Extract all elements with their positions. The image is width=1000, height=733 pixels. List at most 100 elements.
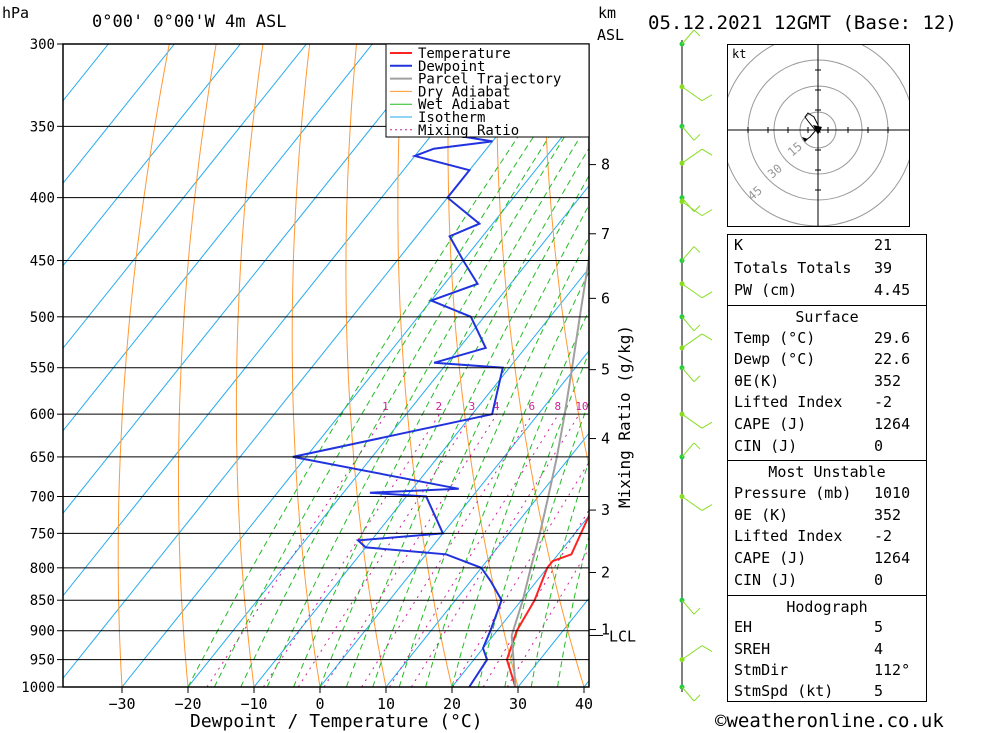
isotherm-line <box>63 44 571 680</box>
dry-adiabat-line <box>918 44 1000 687</box>
km-tick-label: 7 <box>601 225 610 243</box>
pressure-tick-label: 450 <box>30 254 55 270</box>
km-tick-label: 1 <box>601 621 610 639</box>
isotherm-line <box>385 432 589 687</box>
wind-barb-flag <box>693 694 701 702</box>
wind-barb-shaft <box>681 201 703 217</box>
mu-row-pressure: Pressure (mb) 1010 <box>734 484 911 502</box>
pressure-tick-label: 950 <box>30 653 55 669</box>
wind-barb-shaft <box>681 599 695 615</box>
wind-barb-flag <box>693 30 701 37</box>
wind-barb-flag <box>701 94 713 102</box>
hodo-ring-15: 15 <box>785 139 805 159</box>
pressure-tick-label: 500 <box>30 310 55 326</box>
pressure-tick-label: 700 <box>30 490 55 506</box>
surface-row-lifted-index: Lifted Index -2 <box>734 393 893 411</box>
isotherm-line <box>63 44 439 515</box>
surface-section-title: Surface <box>728 305 926 328</box>
hodograph-unit: kt <box>732 47 746 61</box>
plot-frame <box>62 43 590 688</box>
wind-barb-flag <box>701 421 713 429</box>
pressure-tick-label: 1000 <box>21 680 55 696</box>
wind-barb-flag <box>693 246 701 253</box>
wind-barb-flag <box>701 333 713 341</box>
pressure-tick-label: 400 <box>30 191 55 207</box>
datetime-label: 05.12.2021 12GMT (Base: 12) <box>648 12 957 34</box>
temperature-tick-label: −30 <box>108 695 135 713</box>
temperature-tick-label: 40 <box>575 695 593 713</box>
pressure-tick-label: 650 <box>30 450 55 466</box>
wind-barb-flag <box>701 209 713 217</box>
pressure-tick-label: 850 <box>30 593 55 609</box>
wind-barb-flag <box>701 645 713 653</box>
wind-barb-shaft <box>681 413 703 429</box>
wind-barb-shaft <box>681 246 695 261</box>
hodo-row-eh: EH 5 <box>734 618 884 636</box>
hodo-row-stmspd: StmSpd (kt) 5 <box>734 682 884 700</box>
isotherm-line <box>187 184 589 687</box>
km-label: km <box>598 4 617 22</box>
mixing-ratio-label: 4 <box>493 400 500 413</box>
isotherm-line <box>63 44 373 432</box>
mixing-ratio-line <box>506 547 589 687</box>
surface-row-cape: CAPE (J) 1264 <box>734 415 911 433</box>
wind-barb-flag <box>701 504 713 511</box>
wind-profile <box>679 30 713 702</box>
index-row-k: K 21 <box>734 236 893 254</box>
mixing-ratio-axis-title: Mixing Ratio (g/kg) <box>615 325 634 508</box>
most-unstable-section-title: Most Unstable <box>728 460 926 483</box>
dry-adiabat-line <box>965 44 1000 687</box>
wet-adiabat-line <box>345 174 589 687</box>
dry-adiabat-line <box>291 44 321 687</box>
isotherm-line <box>63 44 307 350</box>
legend-label: Parcel Trajectory <box>418 72 561 88</box>
legend-label: Dry Adiabat <box>418 84 511 100</box>
wind-barb-shaft <box>681 148 703 164</box>
wet-adiabat-line <box>240 73 589 687</box>
mixing-ratio-line <box>206 413 387 687</box>
hodograph-plot: kt 15 30 45 <box>721 33 915 227</box>
isotherm-line <box>319 349 589 687</box>
mixing-ratio-line <box>410 413 580 687</box>
index-row-totals: Totals Totals 39 <box>734 259 893 277</box>
temperature-tick-label: 10 <box>377 695 395 713</box>
temperature-tick-label: −10 <box>240 695 267 713</box>
isotherm-line <box>451 514 589 687</box>
mixing-ratio-label: 1 <box>382 400 389 413</box>
surface-row-thetae: θE(K) 352 <box>734 372 902 390</box>
wind-barb-shaft <box>681 30 695 45</box>
dry-adiabat-line <box>345 44 387 687</box>
pressure-tick-label: 800 <box>30 561 55 577</box>
pressure-tick-label: 600 <box>30 407 55 423</box>
mu-row-cape: CAPE (J) 1264 <box>734 549 911 567</box>
mu-row-cin: CIN (J) 0 <box>734 571 884 589</box>
km-tick-label: 5 <box>601 361 610 379</box>
copyright-label[interactable]: ©weatheronline.co.uk <box>715 710 944 732</box>
legend-label: Wet Adiabat <box>418 97 511 113</box>
mixing-ratio-line <box>482 508 589 687</box>
wind-barb-flag <box>693 324 701 332</box>
hodo-ring-45: 45 <box>745 183 765 203</box>
mixing-ratio-label: 8 <box>555 400 562 413</box>
mu-row-thetae: θE (K) 352 <box>734 506 902 524</box>
mixing-ratio-line <box>452 461 589 687</box>
surface-row-dewp: Dewp (°C) 22.6 <box>734 350 911 368</box>
surface-row-cin: CIN (J) 0 <box>734 437 884 455</box>
isotherm-line <box>63 44 241 267</box>
mixing-ratio-label: 2 <box>436 400 443 413</box>
dry-adiabat-line <box>235 44 264 687</box>
temperature-tick-label: 20 <box>443 695 461 713</box>
km-tick-label: 4 <box>601 430 610 448</box>
wind-barb-shaft <box>681 496 703 511</box>
wind-barb-shaft <box>681 316 695 332</box>
legend-label: Temperature <box>418 46 511 62</box>
lcl-label: LCL <box>609 627 636 645</box>
mu-row-lifted-index: Lifted Index -2 <box>734 527 893 545</box>
km-tick-label: 3 <box>601 501 610 519</box>
isotherm-line <box>121 102 589 687</box>
pressure-tick-label: 550 <box>30 361 55 377</box>
indices-table: K 21 Totals Totals 39 PW (cm) 4.45 Surface … <box>727 234 927 702</box>
hodograph-panel: kt 15 30 45 <box>721 33 915 227</box>
mixing-ratio-label: 3 <box>469 400 476 413</box>
